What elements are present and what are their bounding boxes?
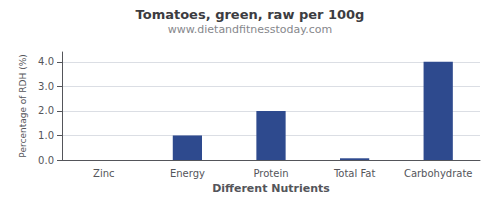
svg-text:Zinc: Zinc — [93, 168, 114, 179]
svg-text:Energy: Energy — [170, 168, 205, 179]
svg-text:4.0: 4.0 — [38, 56, 54, 67]
svg-text:Protein: Protein — [253, 168, 288, 179]
svg-text:Percentage of RDH (%): Percentage of RDH (%) — [18, 54, 28, 157]
svg-text:Different Nutrients: Different Nutrients — [212, 182, 330, 195]
svg-text:www.dietandfitnesstoday.com: www.dietandfitnesstoday.com — [168, 23, 332, 36]
svg-text:1.0: 1.0 — [38, 130, 54, 141]
svg-text:0.0: 0.0 — [38, 155, 54, 166]
svg-text:2.0: 2.0 — [38, 105, 54, 116]
svg-text:3.0: 3.0 — [38, 81, 54, 92]
svg-text:Total Fat: Total Fat — [333, 168, 375, 179]
svg-text:Tomatoes, green, raw per 100g: Tomatoes, green, raw per 100g — [136, 7, 365, 22]
svg-text:Carbohydrate: Carbohydrate — [404, 168, 473, 179]
